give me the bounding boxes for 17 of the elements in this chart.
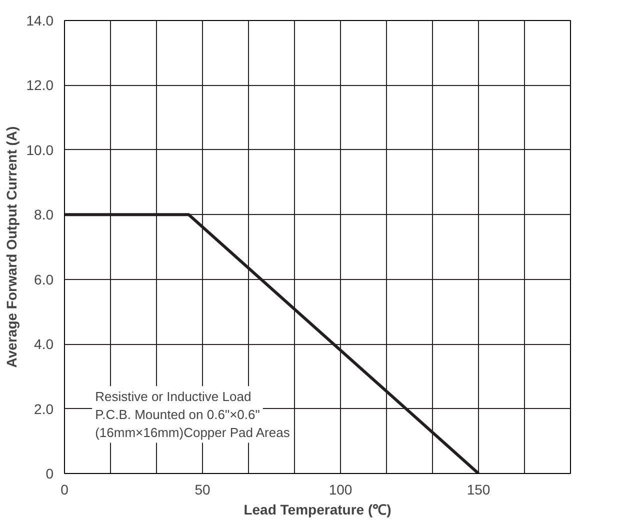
x-tick-label: 0 [60, 482, 69, 498]
y-tick-label: 12.0 [26, 77, 54, 94]
x-tick-label: 150 [466, 482, 490, 498]
y-tick-label: 14.0 [26, 12, 54, 28]
y-tick-label: 4.0 [34, 336, 54, 352]
x-tick-label: 100 [328, 482, 352, 498]
y-axis-title: Average Forward Output Current (A) [3, 126, 20, 368]
x-axis-title: Lead Temperature (℃) [244, 502, 392, 518]
y-tick-label: 0 [46, 466, 54, 482]
annotation: Resistive or Inductive Load [95, 389, 252, 404]
annotation: (16mm×16mm)Copper Pad Areas [95, 424, 290, 440]
annotation: P.C.B. Mounted on 0.6"×0.6" [95, 406, 260, 422]
y-tick-label: 2.0 [34, 400, 54, 417]
y-tick-label: 10.0 [26, 142, 54, 158]
x-tick-label: 50 [194, 482, 211, 498]
y-tick-label: 8.0 [34, 206, 54, 223]
y-tick-label: 6.0 [34, 271, 54, 288]
